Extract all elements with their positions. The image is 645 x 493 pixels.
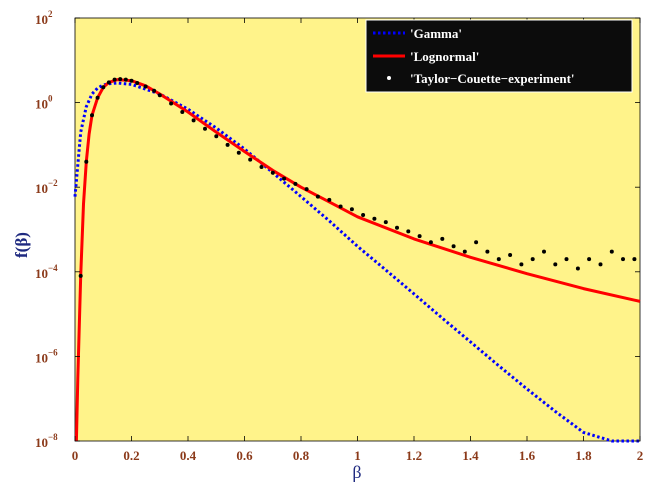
x-tick-label: 0.6 [236, 448, 253, 463]
data-point-experiment [621, 257, 625, 262]
data-point-experiment [496, 257, 501, 262]
series-layer [73, 77, 641, 443]
data-point-experiment [143, 84, 148, 89]
data-point-experiment [123, 77, 128, 82]
ticks-layer: 0 0.2 0.4 0.6 0.8 1 1.2 1.4 1.6 1.8 2 10−8 10−6 10−4 1… [35, 9, 643, 463]
x-tick-label: 0 [72, 448, 79, 463]
data-point-experiment [270, 170, 275, 175]
data-point-experiment [293, 181, 298, 186]
data-point-experiment [609, 249, 614, 254]
data-point-experiment [304, 187, 309, 192]
data-point-experiment [338, 204, 343, 209]
legend-label-lognormal: 'Lognormal' [410, 49, 479, 64]
x-tick-label: 1.8 [575, 448, 592, 463]
data-point-experiment [95, 95, 100, 100]
data-point-experiment [553, 262, 558, 267]
data-point-experiment [78, 273, 83, 278]
legend-box [365, 19, 633, 93]
data-point-experiment [383, 220, 388, 225]
data-point-experiment [406, 229, 411, 234]
legend-label-gamma: 'Gamma' [410, 26, 462, 41]
data-point-experiment [236, 150, 241, 155]
data-point-experiment [508, 253, 513, 257]
x-tick-label: 0.8 [293, 448, 310, 463]
data-point-experiment [598, 262, 603, 267]
x-tick-label: 1.2 [406, 448, 422, 463]
data-point-experiment [152, 88, 157, 93]
y-axis-label: f(β) [12, 232, 31, 258]
data-point-experiment [632, 257, 637, 262]
data-point-experiment [203, 126, 207, 131]
data-point-experiment [84, 159, 89, 164]
data-point-experiment [327, 197, 332, 202]
data-point-experiment [440, 236, 445, 241]
data-point-experiment [315, 194, 320, 199]
legend: 'Gamma' 'Lognormal' 'Taylor−Couette−expe… [365, 19, 633, 93]
data-point-experiment [485, 249, 490, 254]
data-point-experiment [564, 257, 569, 262]
y-tick-label: 10−4 [35, 263, 58, 281]
data-point-experiment [90, 113, 94, 118]
data-point-experiment [587, 257, 592, 262]
data-point-experiment [349, 207, 354, 212]
data-point-experiment [180, 110, 185, 114]
data-point-experiment [417, 234, 422, 239]
data-point-experiment [157, 93, 162, 98]
data-point-experiment [542, 249, 546, 254]
data-point-experiment [191, 118, 196, 123]
data-point-experiment [575, 266, 580, 271]
data-point-experiment [169, 101, 174, 106]
data-point-experiment [106, 80, 111, 85]
y-tick-label: 102 [35, 9, 53, 27]
data-point-experiment [474, 240, 479, 245]
data-point-experiment [225, 142, 230, 147]
data-point-experiment [118, 77, 123, 82]
data-point-experiment [248, 157, 253, 162]
legend-label-experiment: 'Taylor−Couette−experiment' [410, 71, 575, 86]
y-tick-label: 10−2 [35, 178, 58, 196]
x-tick-label: 2 [637, 448, 644, 463]
y-tick-label: 10−8 [35, 432, 58, 450]
data-point-experiment [451, 244, 456, 249]
data-point-experiment [101, 85, 106, 90]
data-point-experiment [372, 216, 377, 221]
data-point-experiment [530, 257, 535, 262]
x-tick-label: 1.4 [462, 448, 479, 463]
x-tick-label: 1.6 [519, 448, 536, 463]
data-point-experiment [462, 249, 467, 254]
data-point-experiment [428, 240, 433, 245]
data-point-experiment [129, 78, 134, 83]
data-point-experiment [259, 165, 264, 169]
x-axis-label: β [352, 462, 361, 482]
legend-swatch-experiment [387, 76, 391, 80]
data-point-experiment [214, 134, 219, 139]
x-tick-label: 1 [354, 448, 361, 463]
data-point-experiment [361, 213, 366, 217]
data-point-experiment [282, 176, 287, 181]
data-point-experiment [135, 81, 140, 85]
x-tick-label: 0.4 [180, 448, 197, 463]
data-point-experiment [519, 262, 524, 267]
y-tick-label: 100 [35, 94, 53, 112]
data-point-experiment [112, 77, 117, 82]
data-point-experiment [395, 225, 399, 230]
y-tick-label: 10−6 [35, 347, 58, 365]
x-tick-label: 0.2 [123, 448, 139, 463]
